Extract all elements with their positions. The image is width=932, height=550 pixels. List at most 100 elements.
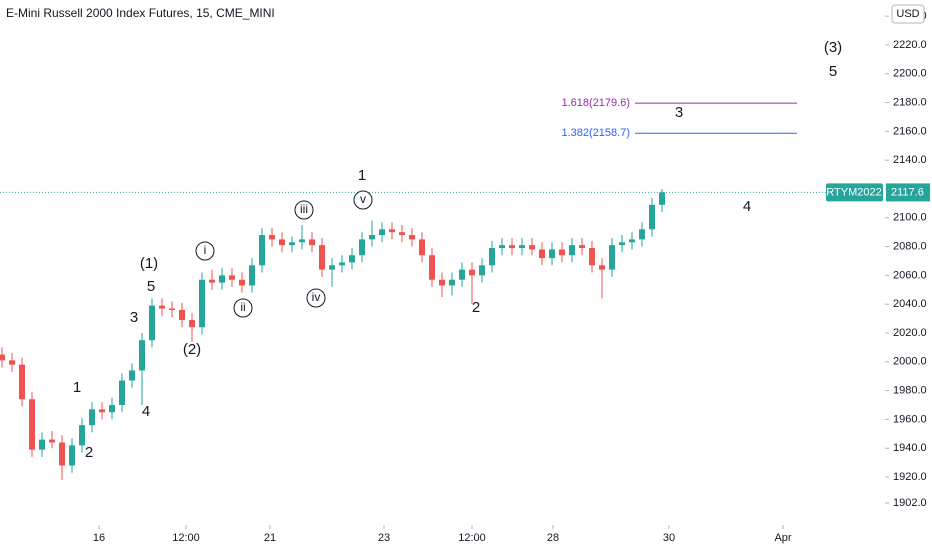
candle-body [189, 320, 195, 328]
candle-body [389, 229, 395, 233]
candle-body [209, 279, 215, 283]
x-tick-label: 16 [93, 532, 105, 544]
wave-label: 2 [85, 444, 93, 461]
candle-body [589, 248, 595, 266]
wave-label: 5 [829, 63, 837, 80]
candle-body [99, 409, 105, 413]
y-tick-label: 1920.0 [893, 471, 927, 483]
wave-label: 1 [358, 167, 366, 184]
x-tick-label: 12:00 [458, 532, 486, 544]
candle-body [239, 279, 245, 286]
candle-body [519, 245, 525, 249]
x-tick-label: 12:00 [172, 532, 200, 544]
candle-body [0, 354, 5, 361]
candle-body [339, 262, 345, 266]
candle-body [19, 364, 25, 400]
candle-body [69, 445, 75, 466]
y-tick-label: 2140.0 [893, 154, 927, 166]
y-tick-label: 2220.0 [893, 39, 927, 51]
candle-body [269, 235, 275, 240]
candle-body [599, 265, 605, 270]
currency-label: USD [896, 8, 919, 20]
wave-label: iv [312, 290, 321, 304]
x-tick-label: 23 [378, 532, 390, 544]
candle-body [559, 249, 565, 256]
candle-body [459, 269, 465, 280]
fib-label: 1.618(2179.6) [562, 97, 631, 109]
candle-body [309, 239, 315, 246]
candle-body [119, 380, 125, 406]
axis-background [885, 0, 932, 550]
price-tag [886, 183, 930, 202]
wave-label: (1) [140, 255, 158, 272]
candle-body [349, 255, 355, 263]
y-tick-label: 2100.0 [893, 212, 927, 224]
x-tick-label: 30 [663, 532, 675, 544]
wave-label: 5 [147, 278, 155, 295]
price-tag-label: 2117.6 [891, 186, 924, 198]
y-tick-label: 2060.0 [893, 269, 927, 281]
candle-body [379, 229, 385, 236]
y-tick-label: 2080.0 [893, 240, 927, 252]
candle-body [439, 279, 445, 286]
y-tick-label: 2000.0 [893, 356, 927, 368]
candle-body [619, 242, 625, 246]
candle-body [229, 275, 235, 280]
wave-circle [306, 288, 326, 308]
candle-body [629, 239, 635, 243]
candle-body [289, 242, 295, 246]
candle-body [169, 308, 175, 310]
candle-body [179, 309, 185, 321]
candle-body [159, 305, 165, 309]
wave-label: v [360, 192, 366, 206]
wave-label: 3 [675, 104, 683, 121]
candle-body [369, 235, 375, 240]
x-tick-label: Apr [774, 532, 791, 544]
wave-label: 3 [130, 309, 138, 326]
wave-label: 2 [472, 299, 480, 316]
wave-label: i [204, 243, 207, 257]
wave-label: (3) [824, 39, 842, 56]
candle-body [9, 360, 15, 365]
candle-body [479, 265, 485, 276]
candle-body [659, 192, 665, 205]
wave-label: 1 [73, 379, 81, 396]
candle-body [149, 305, 155, 341]
wave-labels: 1 2 3 4 5 (1) (2) i ii iii iv v 1 2 3 4 … [73, 39, 842, 461]
candle-body [259, 235, 265, 266]
chart-title: E-Mini Russell 2000 Index Futures, 15, C… [6, 6, 275, 20]
wave-circle [294, 200, 314, 220]
wave-label: ii [240, 300, 245, 314]
candle-body [249, 265, 255, 286]
candle-body [129, 370, 135, 381]
currency-box [891, 4, 925, 24]
candle-body [79, 425, 85, 446]
candle-body [419, 239, 425, 256]
candle-body [539, 249, 545, 259]
candle-body [409, 235, 415, 240]
candle-body [199, 279, 205, 328]
candle-body [489, 248, 495, 266]
symbol-tag [826, 183, 883, 202]
candle-body [29, 399, 35, 450]
candle-body [359, 239, 365, 256]
wave-label: 4 [743, 198, 751, 215]
candle-body [549, 249, 555, 259]
candle-body [399, 232, 405, 236]
candle-body [469, 269, 475, 276]
x-tick-label: 28 [547, 532, 559, 544]
candle-body [59, 442, 65, 466]
y-tick-label: 2020.0 [893, 327, 927, 339]
candle-body [139, 340, 145, 371]
candle-body [499, 245, 505, 249]
candle-body [49, 439, 55, 443]
y-tick-label: 1980.0 [893, 385, 927, 397]
candle-body [449, 279, 455, 286]
y-tick-label: 2200.0 [893, 68, 927, 80]
candle-body [639, 229, 645, 240]
wave-label: 4 [142, 403, 150, 420]
candle-body [219, 275, 225, 283]
candle-body [429, 255, 435, 280]
